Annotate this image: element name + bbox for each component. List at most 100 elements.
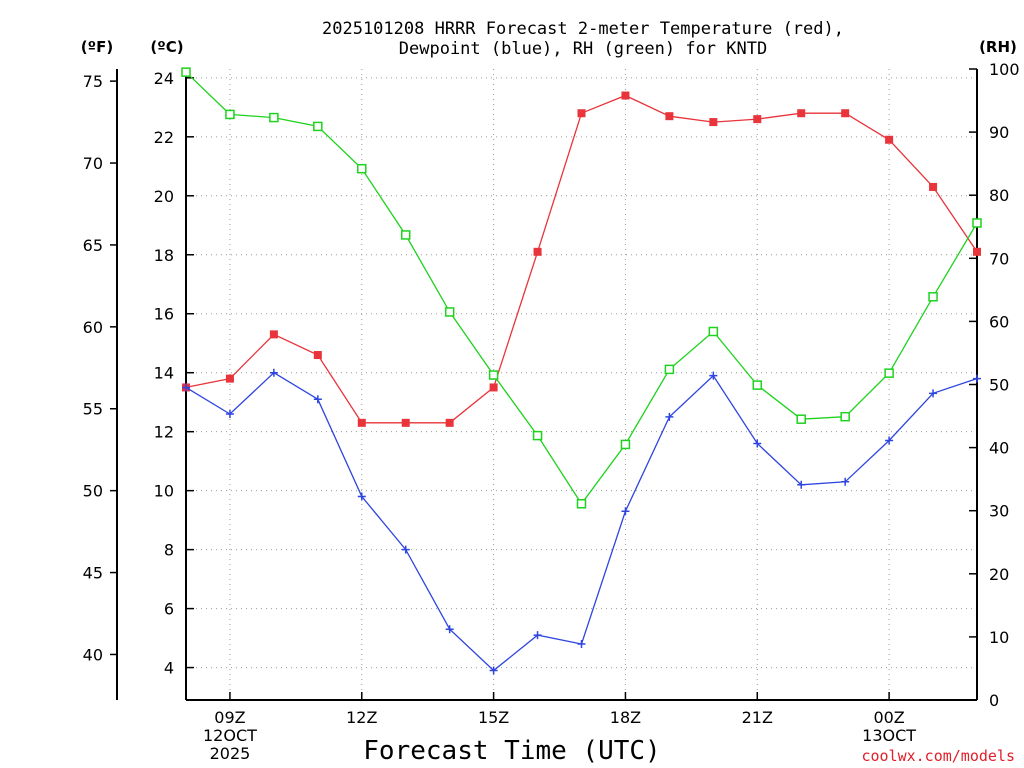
fahrenheit-unit-label: (ºF)	[81, 38, 113, 56]
dewpoint-series	[182, 368, 981, 675]
temperature-point	[269, 330, 278, 339]
temperature-line	[185, 94, 978, 424]
dewpoint-point	[445, 625, 454, 634]
x-tick-label: 21Z	[742, 708, 773, 727]
temperature-point	[489, 383, 498, 392]
temperature-point	[357, 418, 366, 427]
fahrenheit-tick-label: 55	[83, 400, 103, 419]
rh-point	[488, 370, 499, 380]
dewpoint-point	[182, 383, 190, 392]
dewpoint-point	[973, 374, 981, 383]
temperature-point	[885, 135, 894, 144]
dewpoint-point	[885, 436, 894, 445]
rh-point	[620, 439, 631, 450]
rh-point	[972, 218, 982, 228]
celsius-tick-label: 6	[164, 600, 174, 619]
dewpoint-point	[269, 368, 278, 377]
fahrenheit-tick-label: 65	[83, 236, 103, 255]
dewpoint-point	[709, 371, 718, 380]
dewpoint-point	[753, 439, 762, 448]
x-tick-label: 13OCT	[862, 726, 916, 745]
dewpoint-point	[357, 492, 366, 501]
dewpoint-point	[841, 477, 850, 486]
temperature-point	[753, 115, 762, 124]
fahrenheit-tick-label: 45	[83, 564, 103, 583]
celsius-unit-label: (ºC)	[150, 38, 183, 56]
rh-point	[400, 230, 411, 240]
dewpoint-point	[533, 631, 542, 640]
celsius-tick-label: 12	[154, 423, 174, 442]
rh-point	[664, 364, 675, 375]
chart-title-line-2: Dewpoint (blue), RH (green) for KNTD	[399, 39, 767, 59]
rh-point	[752, 380, 763, 390]
celsius-tick-label: 4	[164, 659, 174, 678]
rh-point	[884, 368, 894, 378]
dewpoint-point	[929, 389, 938, 398]
temperature-point	[709, 118, 718, 127]
rh-unit-label: (RH)	[979, 38, 1017, 56]
rh-point	[796, 414, 806, 424]
celsius-tick-label: 10	[154, 482, 174, 501]
celsius-tick-label: 20	[154, 187, 174, 206]
axes	[110, 68, 978, 701]
rh-series	[181, 67, 982, 509]
rh-point	[225, 109, 235, 120]
rh-tick-label: 10	[989, 628, 1009, 647]
rh-point	[532, 430, 543, 441]
rh-point	[313, 121, 323, 132]
rh-point	[181, 67, 191, 77]
dewpoint-point	[489, 666, 498, 675]
temperature-point	[533, 247, 542, 256]
rh-point	[269, 112, 279, 123]
temperature-series	[182, 91, 981, 427]
temperature-point	[929, 182, 938, 191]
fahrenheit-tick-label: 75	[83, 72, 103, 91]
rh-tick-label: 50	[989, 376, 1009, 395]
temperature-point	[665, 112, 674, 121]
temperature-point	[313, 351, 322, 360]
rh-tick-label: 80	[989, 186, 1009, 205]
chart-title: 2025101208 HRRR Forecast 2-meter Tempera…	[322, 19, 844, 59]
rh-tick-label: 90	[989, 123, 1009, 142]
x-tick-label: 2025	[210, 744, 251, 763]
temperature-point	[577, 109, 586, 118]
fahrenheit-tick-label: 40	[83, 645, 103, 664]
rh-tick-label: 30	[989, 502, 1009, 521]
dewpoint-point	[401, 545, 410, 554]
fahrenheit-tick-label: 60	[83, 318, 103, 337]
fahrenheit-tick-label: 50	[83, 482, 103, 501]
chart-title-line-1: 2025101208 HRRR Forecast 2-meter Tempera…	[322, 19, 844, 39]
x-tick-label: 12Z	[346, 708, 377, 727]
rh-point	[708, 326, 719, 337]
rh-tick-label: 20	[989, 565, 1009, 584]
rh-point	[840, 411, 850, 422]
temperature-point	[225, 374, 234, 383]
rh-tick-label: 40	[989, 439, 1009, 458]
rh-tick-label: 0	[989, 691, 999, 710]
dewpoint-point	[665, 412, 674, 421]
dewpoint-point	[797, 480, 806, 489]
celsius-tick-label: 18	[154, 246, 174, 265]
celsius-tick-label: 8	[164, 541, 174, 560]
rh-point	[576, 499, 587, 509]
temperature-point	[841, 109, 850, 118]
credit-text: coolwx.com/models	[861, 747, 1015, 765]
temperature-point	[445, 418, 454, 427]
temperature-point	[797, 109, 806, 118]
rh-tick-label: 60	[989, 312, 1009, 331]
celsius-tick-label: 22	[154, 128, 174, 147]
dewpoint-line	[185, 371, 978, 672]
grid	[186, 69, 977, 700]
temperature-point	[621, 91, 630, 100]
dewpoint-point	[577, 639, 586, 648]
x-axis-label: Forecast Time (UTC)	[363, 736, 660, 766]
celsius-tick-label: 24	[154, 69, 174, 88]
dewpoint-point	[225, 409, 234, 418]
data-series	[181, 67, 982, 675]
temperature-point	[401, 418, 410, 427]
dewpoint-point	[621, 507, 630, 516]
x-tick-label: 00Z	[873, 708, 904, 727]
dewpoint-point	[313, 395, 322, 404]
rh-tick-label: 70	[989, 249, 1009, 268]
